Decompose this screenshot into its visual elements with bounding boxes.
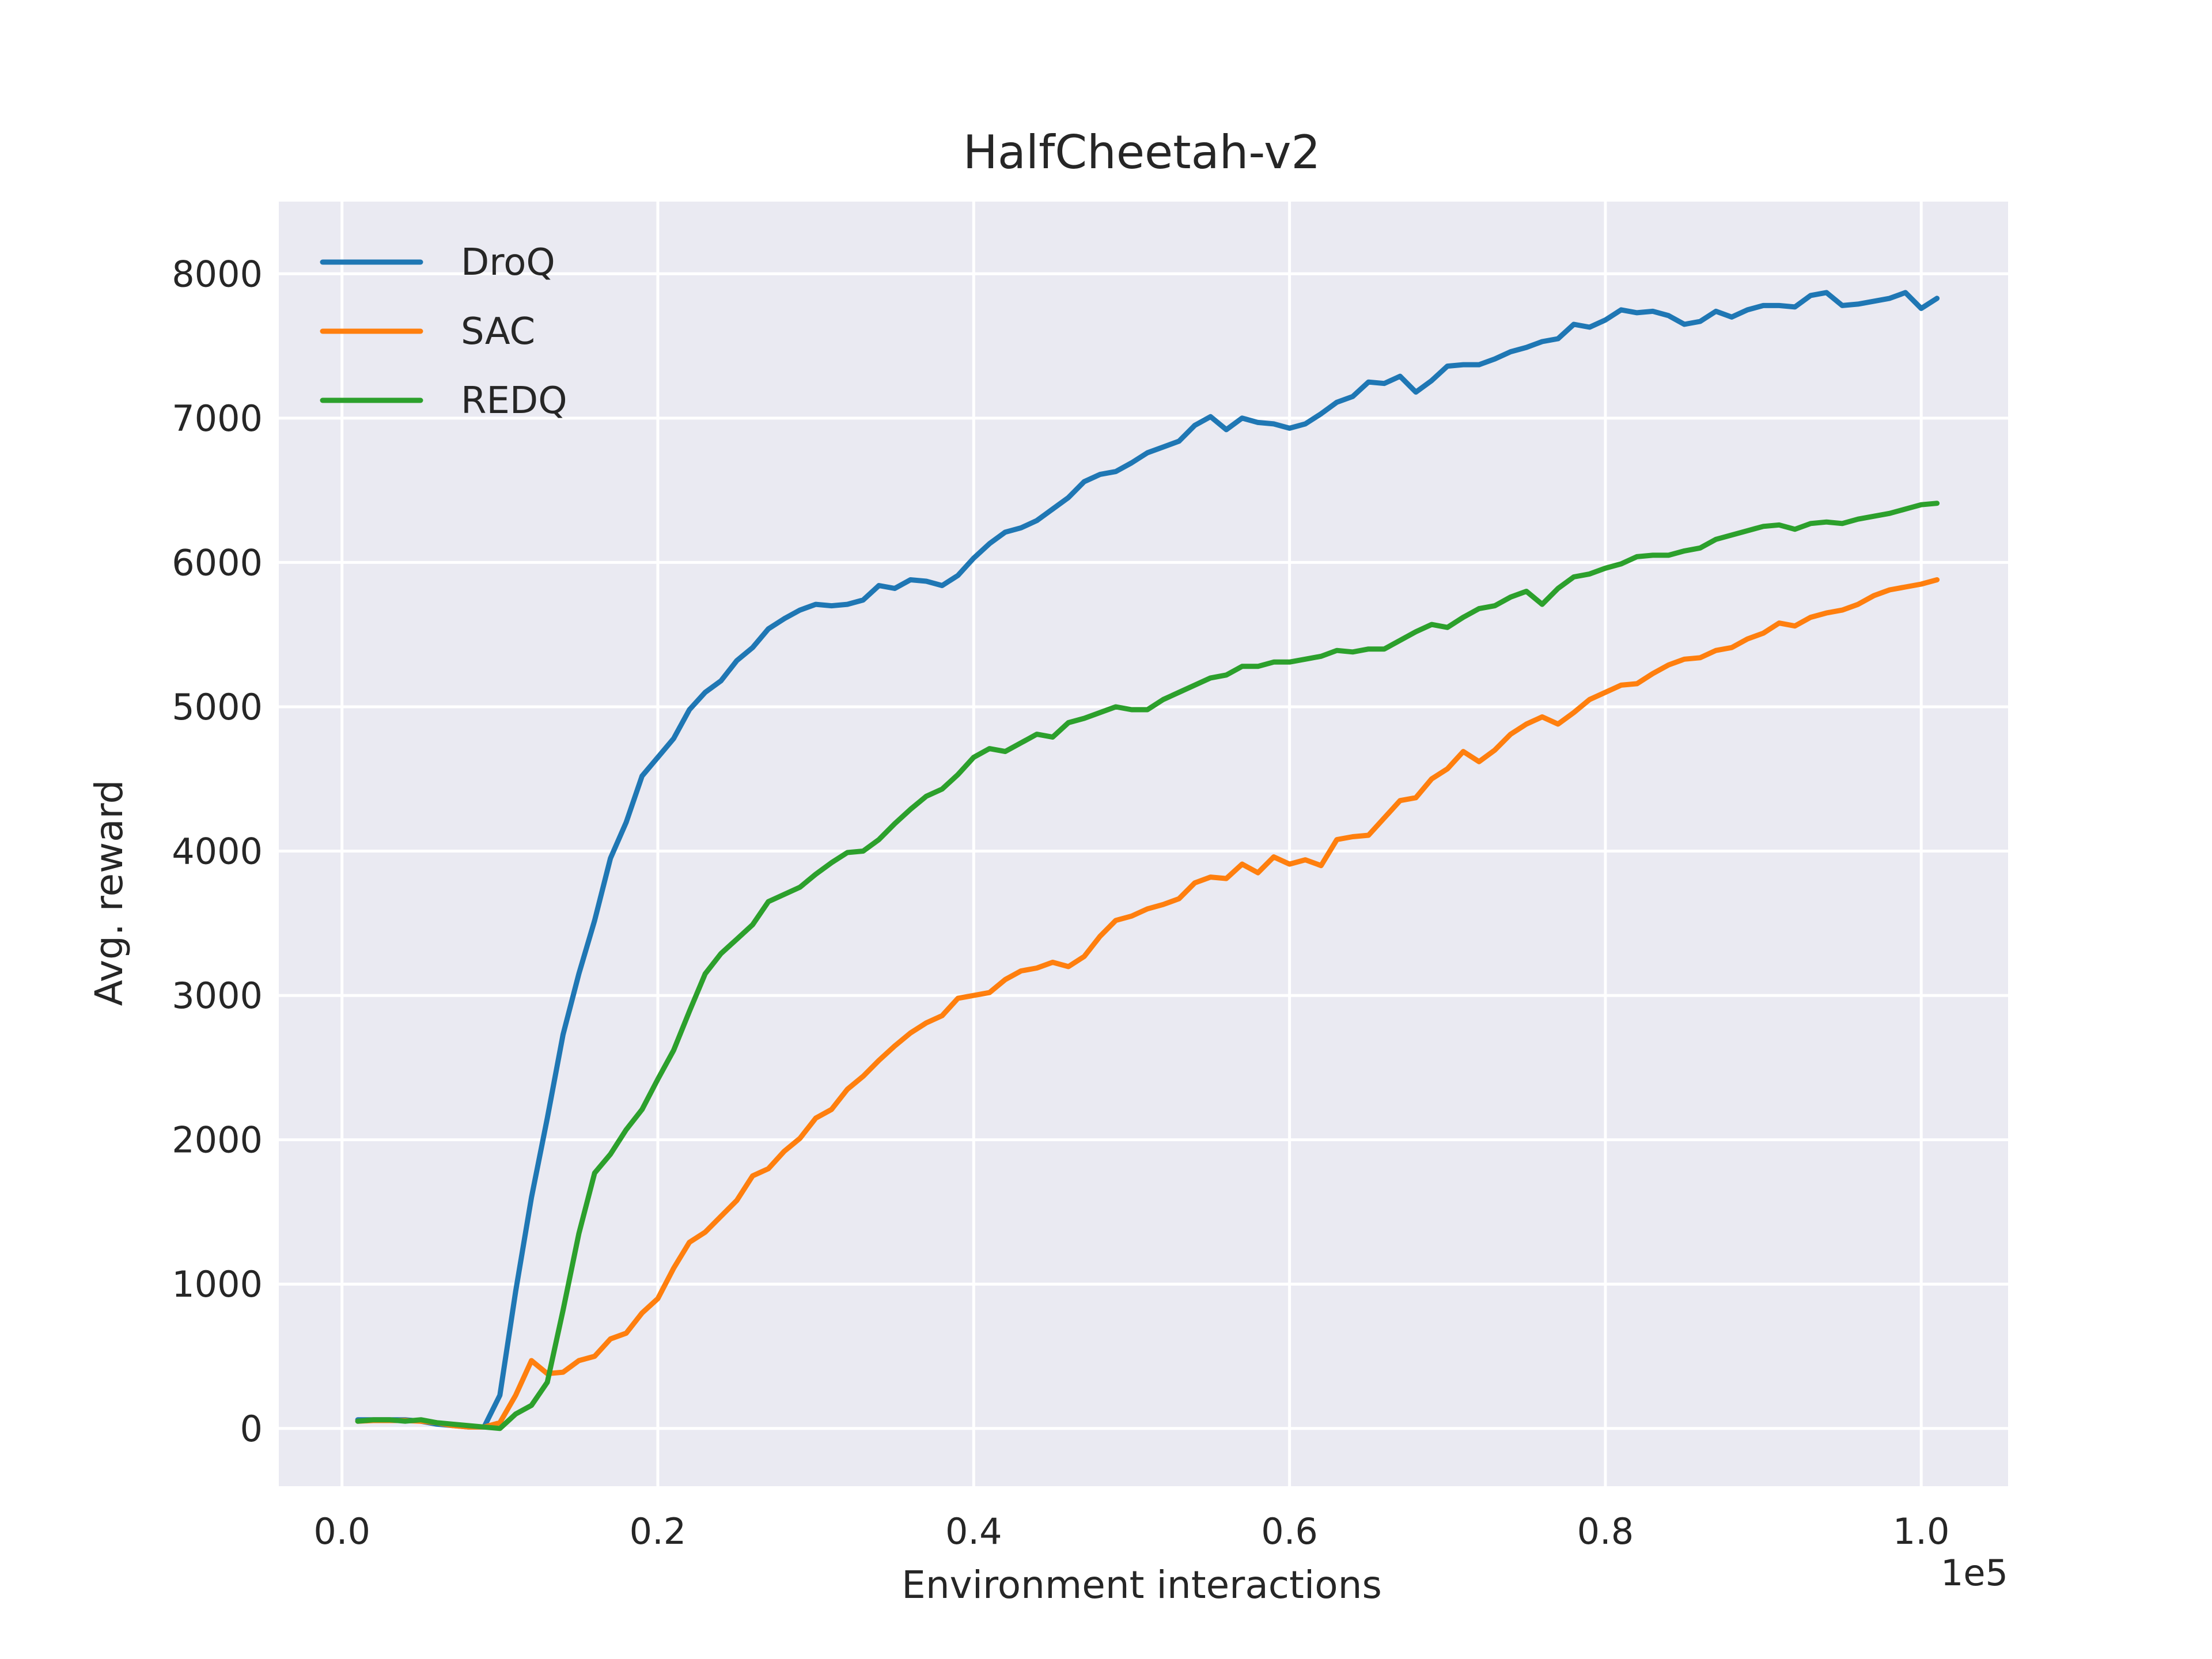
legend: DroQ SAC REDQ [320,241,567,422]
y-tick-label: 6000 [172,541,263,584]
x-tick-label: 0.6 [1261,1510,1318,1552]
series-line-sac [355,577,1940,1430]
series-line-droq [355,290,1940,1430]
y-tick-label: 2000 [172,1119,263,1161]
x-axis-offset-label: 1e5 [1941,1552,2008,1594]
legend-label-redq: REDQ [461,380,567,422]
y-tick-label: 7000 [172,397,263,440]
plot-area [279,202,2008,1486]
legend-label-droq: DroQ [461,241,555,284]
y-axis-label: Avg. reward [87,780,131,1006]
x-axis-label: Environment interactions [902,1563,1382,1607]
legend-label-sac: SAC [461,310,535,353]
x-tick-label: 0.4 [945,1510,1002,1552]
x-tick-label: 0.0 [313,1510,370,1552]
y-tick-label: 1000 [172,1263,263,1305]
x-tick-label: 0.8 [1577,1510,1634,1552]
series-lines [355,290,1940,1431]
y-tick-label: 5000 [172,686,263,728]
x-axis-ticks: 0.0 0.2 0.4 0.6 0.8 1.0 [313,1510,1949,1552]
y-axis-ticks: 0 1000 2000 3000 4000 5000 6000 7000 8000 [172,253,263,1449]
y-tick-label: 4000 [172,831,263,873]
chart-title: HalfCheetah-v2 [963,126,1321,179]
y-tick-label: 3000 [172,975,263,1017]
y-tick-label: 8000 [172,253,263,295]
series-line-redq [355,501,1940,1431]
y-tick-label: 0 [240,1408,263,1450]
x-tick-label: 1.0 [1893,1510,1950,1552]
x-tick-label: 0.2 [630,1510,687,1552]
